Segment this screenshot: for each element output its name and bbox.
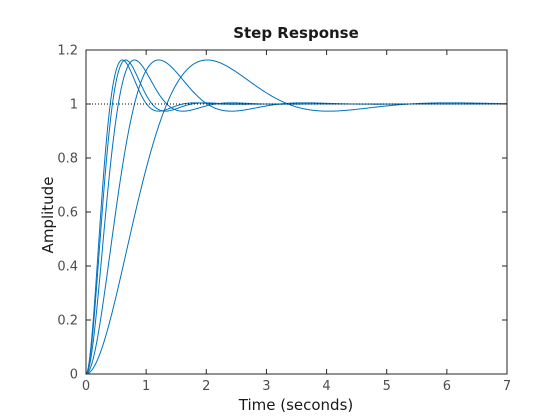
x-tick-label: 2: [202, 379, 210, 394]
x-tick-label: 1: [142, 379, 150, 394]
x-tick-label: 7: [503, 379, 511, 394]
chart-title: Step Response: [233, 24, 359, 42]
y-axis-label: Amplitude: [39, 177, 57, 254]
x-tick-label: 5: [383, 379, 391, 394]
x-ticks: 0 1 2 3 4 5 6 7: [82, 50, 511, 394]
step-response-line-5: [85, 59, 508, 375]
x-tick-label: 6: [443, 379, 451, 394]
y-tick-label: 0.4: [57, 260, 78, 275]
series-group: [85, 59, 508, 375]
y-tick-label: 0.2: [57, 314, 78, 329]
step-response-line-4: [85, 59, 507, 375]
axes-frame: [85, 49, 508, 375]
x-tick-label: 3: [262, 379, 270, 394]
y-tick-label: 1: [70, 98, 78, 113]
y-ticks: 0 0.2 0.4 0.6 0.8 1 1.2: [57, 44, 507, 383]
x-tick-label: 4: [322, 379, 330, 394]
y-tick-label: 0.6: [57, 206, 78, 221]
x-tick-label: 0: [82, 379, 90, 394]
y-tick-label: 0.8: [57, 152, 78, 167]
x-axis-label: Time (seconds): [238, 396, 354, 414]
y-tick-label: 1.2: [57, 44, 78, 59]
y-tick-label: 0: [70, 368, 78, 383]
